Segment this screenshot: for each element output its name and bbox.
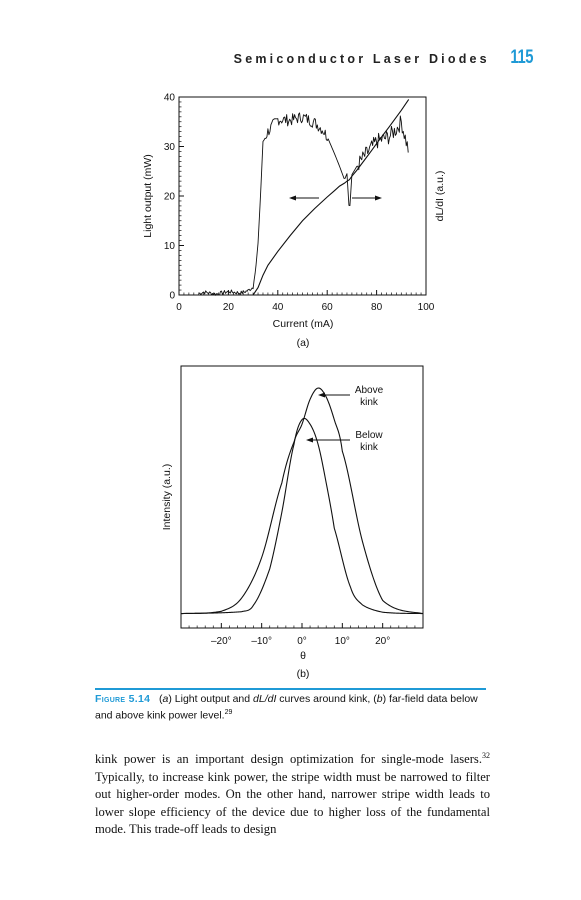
caption-italic-b: b	[376, 693, 383, 705]
caption-text: ) far-field data below and above kink po…	[95, 693, 478, 722]
caption-reference: 29	[224, 709, 233, 716]
x-axis-label-a: Current (mA)	[273, 318, 334, 330]
plot-frame-b	[180, 365, 424, 629]
x-tick-label-a: 60	[322, 302, 334, 313]
y-axis-label-left: Light output (mW)	[142, 154, 154, 237]
x-tick-label-b: 0°	[297, 636, 307, 647]
x-tick-label-b: –20°	[211, 636, 232, 647]
x-axis-label-b: θ	[300, 650, 306, 662]
label-above-line2: kink	[360, 397, 379, 408]
x-tick-label-b: 10°	[335, 636, 350, 647]
arrow-right-icon	[352, 195, 382, 201]
x-tick-label-b: 20°	[375, 636, 390, 647]
figure-b-chart: –20° –10° 0° 10° 20° Above kink Below kink I…	[161, 365, 424, 680]
panel-label-b: (b)	[297, 668, 310, 680]
series-light-output	[179, 99, 410, 296]
caption-text: ) Light output and	[168, 693, 254, 705]
x-tick-label-a: 100	[418, 302, 435, 313]
label-above-line1: Above	[355, 385, 384, 396]
running-head: Semiconductor Laser Diodes 115	[233, 47, 534, 69]
y-tick-label-a: 10	[164, 241, 176, 252]
caption-italic-dldi: dL/dI	[253, 693, 277, 705]
arrow-left-icon	[289, 195, 319, 201]
caption-italic-a: a	[162, 693, 169, 705]
y-tick-label-a: 0	[169, 291, 175, 302]
page-number: 115	[510, 47, 533, 68]
running-title: Semiconductor Laser Diodes	[233, 52, 490, 66]
caption-text: curves around kink, (	[276, 693, 377, 705]
body-reference: 32	[482, 750, 490, 760]
panel-label-a: (a)	[297, 337, 310, 349]
caption-rule	[95, 688, 486, 690]
series-dldi	[198, 112, 409, 296]
y-tick-label-a: 30	[164, 142, 176, 153]
x-tick-label-a: 80	[371, 302, 383, 313]
pointer-below-icon	[306, 437, 350, 443]
series-above-kink	[180, 387, 424, 615]
body-text-part: Typically, to increase kink power, the s…	[95, 769, 490, 837]
label-below-line2: kink	[360, 442, 379, 453]
x-tick-label-a: 20	[223, 302, 235, 313]
y-axis-label-right: dL/dI (a.u.)	[434, 171, 446, 222]
y-tick-label-a: 20	[164, 192, 176, 203]
label-below-line1: Below	[355, 430, 383, 441]
body-text-part: kink power is an important design optimi…	[95, 752, 482, 766]
x-tick-label-a: 0	[176, 302, 182, 313]
pointer-above-icon	[318, 392, 350, 398]
caption-text: (	[159, 693, 163, 705]
figure-caption: Figure 5.14 (a) Light output and dL/dI c…	[95, 693, 490, 723]
body-paragraph: kink power is an important design optimi…	[95, 751, 490, 839]
y-axis-label-b: Intensity (a.u.)	[161, 464, 173, 531]
caption-label: Figure 5.14	[95, 693, 151, 705]
x-tick-label-a: 40	[272, 302, 284, 313]
x-tick-label-b: –10°	[251, 636, 272, 647]
y-tick-label-a: 40	[164, 93, 176, 104]
series-below-kink	[180, 417, 424, 615]
